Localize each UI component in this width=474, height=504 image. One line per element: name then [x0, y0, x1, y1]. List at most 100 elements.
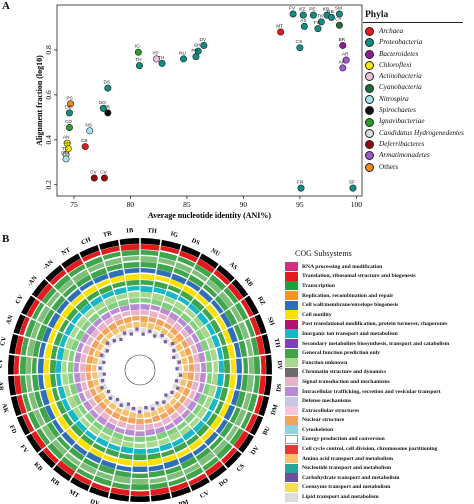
cog-label: Carbohydrate transport and metabolism — [302, 474, 400, 481]
cog-swatch — [285, 444, 298, 454]
radial-segment — [58, 319, 70, 333]
radial-segment — [107, 443, 121, 452]
legend-divider — [363, 22, 463, 23]
point-label: PS — [66, 95, 72, 101]
radial-segment — [100, 459, 117, 469]
radial-segment — [42, 309, 55, 326]
scatter-plot: 75 80 85 90 95 100 0.2 0.4 0.6 0.8 Average nucleot… — [35, 4, 363, 220]
point-label: FN — [297, 180, 304, 186]
radial-segment — [191, 298, 205, 312]
phyla-legend-title: Phyla — [365, 10, 389, 20]
radial-marker — [172, 349, 176, 353]
radial-segment — [60, 456, 78, 472]
radial-segment — [180, 245, 201, 258]
radial-segment — [98, 401, 108, 411]
radial-segment — [56, 347, 65, 361]
cog-legend-item: Carbohydrate transport and metabolism — [285, 473, 473, 483]
radial-segment — [90, 267, 108, 280]
legend-label: Nitrospira — [379, 94, 409, 103]
radial-segment — [121, 310, 131, 318]
radial-marker — [122, 331, 127, 335]
radial-segment — [48, 312, 61, 329]
radial-segment — [89, 409, 100, 420]
radial-label: NU — [209, 247, 221, 258]
radial-segment — [135, 424, 145, 430]
radial-segment — [123, 262, 140, 269]
radial-segment — [37, 305, 51, 323]
radial-segment — [56, 400, 67, 415]
radial-segment — [92, 371, 99, 380]
radial-segment — [191, 381, 199, 391]
radial-segment — [72, 406, 84, 419]
point-label: BR — [338, 37, 345, 43]
radial-segment — [210, 415, 223, 431]
radial-segment — [188, 390, 196, 400]
radial-segment — [98, 284, 113, 295]
radial-segment — [182, 397, 192, 408]
point-label: AS — [300, 18, 306, 24]
radial-segment — [192, 353, 200, 364]
cog-legend-item: Function unknown — [285, 358, 473, 368]
radial-segment — [183, 324, 195, 336]
radial-segment — [165, 290, 179, 301]
point-label: SH — [194, 43, 201, 49]
radial-segment — [30, 321, 41, 339]
point-label: TK — [317, 13, 324, 19]
radial-segment — [98, 239, 119, 250]
radial-segment — [171, 336, 180, 346]
radial-segment — [223, 404, 236, 421]
data-point — [200, 41, 208, 49]
radial-segment — [80, 433, 95, 446]
radial-segment — [67, 409, 80, 423]
radial-segment — [79, 416, 91, 429]
radial-segment — [53, 315, 65, 331]
radial-segment — [240, 411, 252, 430]
point-label: TR — [104, 104, 111, 110]
radial-segment — [179, 378, 187, 387]
radial-segment — [190, 344, 198, 355]
radial-segment — [100, 336, 110, 346]
data-point — [335, 10, 343, 18]
radial-segment — [228, 374, 236, 389]
radial-segment — [51, 387, 60, 402]
cog-label: Transcription — [302, 282, 335, 289]
radial-segment — [101, 327, 111, 336]
radial-segment — [249, 415, 264, 436]
radial-segment — [88, 312, 100, 324]
radial-label: RB — [49, 476, 61, 487]
radial-label: AS — [228, 261, 239, 272]
phyla-legend-item: Candidatus Hydrogenedentes — [359, 128, 471, 139]
radial-segment — [64, 452, 81, 466]
cog-swatch — [285, 310, 298, 320]
x-tick-label: 95 — [296, 200, 304, 209]
phyla-legend-items: Archaea Proteobacteria Bacteroidetes Chloro… — [359, 26, 471, 173]
radial-segment — [53, 465, 72, 482]
radial-segment — [180, 339, 189, 349]
radial-segment — [61, 431, 76, 446]
radial-label: RB — [243, 277, 254, 289]
panel-b-label: B — [2, 233, 10, 245]
radial-segment — [216, 373, 224, 387]
phyla-legend-item: Cyanobacteria — [359, 82, 471, 93]
cog-label: Extracellular structures — [302, 407, 360, 414]
radial-segment — [124, 428, 135, 436]
phyla-legend-item: Bacteroidetes — [359, 49, 471, 60]
radial-separator — [151, 379, 243, 454]
radial-segment — [222, 329, 233, 345]
radial-segment — [44, 359, 50, 374]
radial-segment — [157, 437, 171, 446]
radial-segment — [15, 335, 24, 355]
radial-segment — [125, 322, 133, 329]
radial-marker — [160, 333, 164, 338]
radial-label: PM — [178, 499, 190, 504]
point-label: FV — [289, 5, 296, 11]
phyla-legend-item: Spirochaetes — [359, 105, 471, 116]
point-label: DS — [103, 80, 110, 86]
radial-segment — [233, 430, 249, 450]
radial-separator — [153, 374, 264, 418]
legend-label: Archaea — [379, 27, 404, 35]
radial-segment — [126, 280, 140, 287]
radial-segment — [106, 301, 119, 311]
radial-separator — [143, 384, 173, 499]
cog-label: Inorganic ion transport and metabolism — [302, 330, 398, 337]
